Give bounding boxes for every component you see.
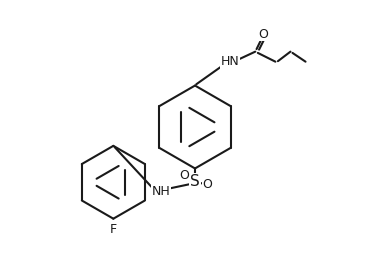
Text: F: F <box>110 223 117 236</box>
Text: HN: HN <box>221 55 239 68</box>
Text: O: O <box>179 169 189 182</box>
Text: S: S <box>190 173 200 188</box>
Text: O: O <box>202 178 212 191</box>
Text: NH: NH <box>152 185 170 198</box>
Text: O: O <box>258 27 268 41</box>
